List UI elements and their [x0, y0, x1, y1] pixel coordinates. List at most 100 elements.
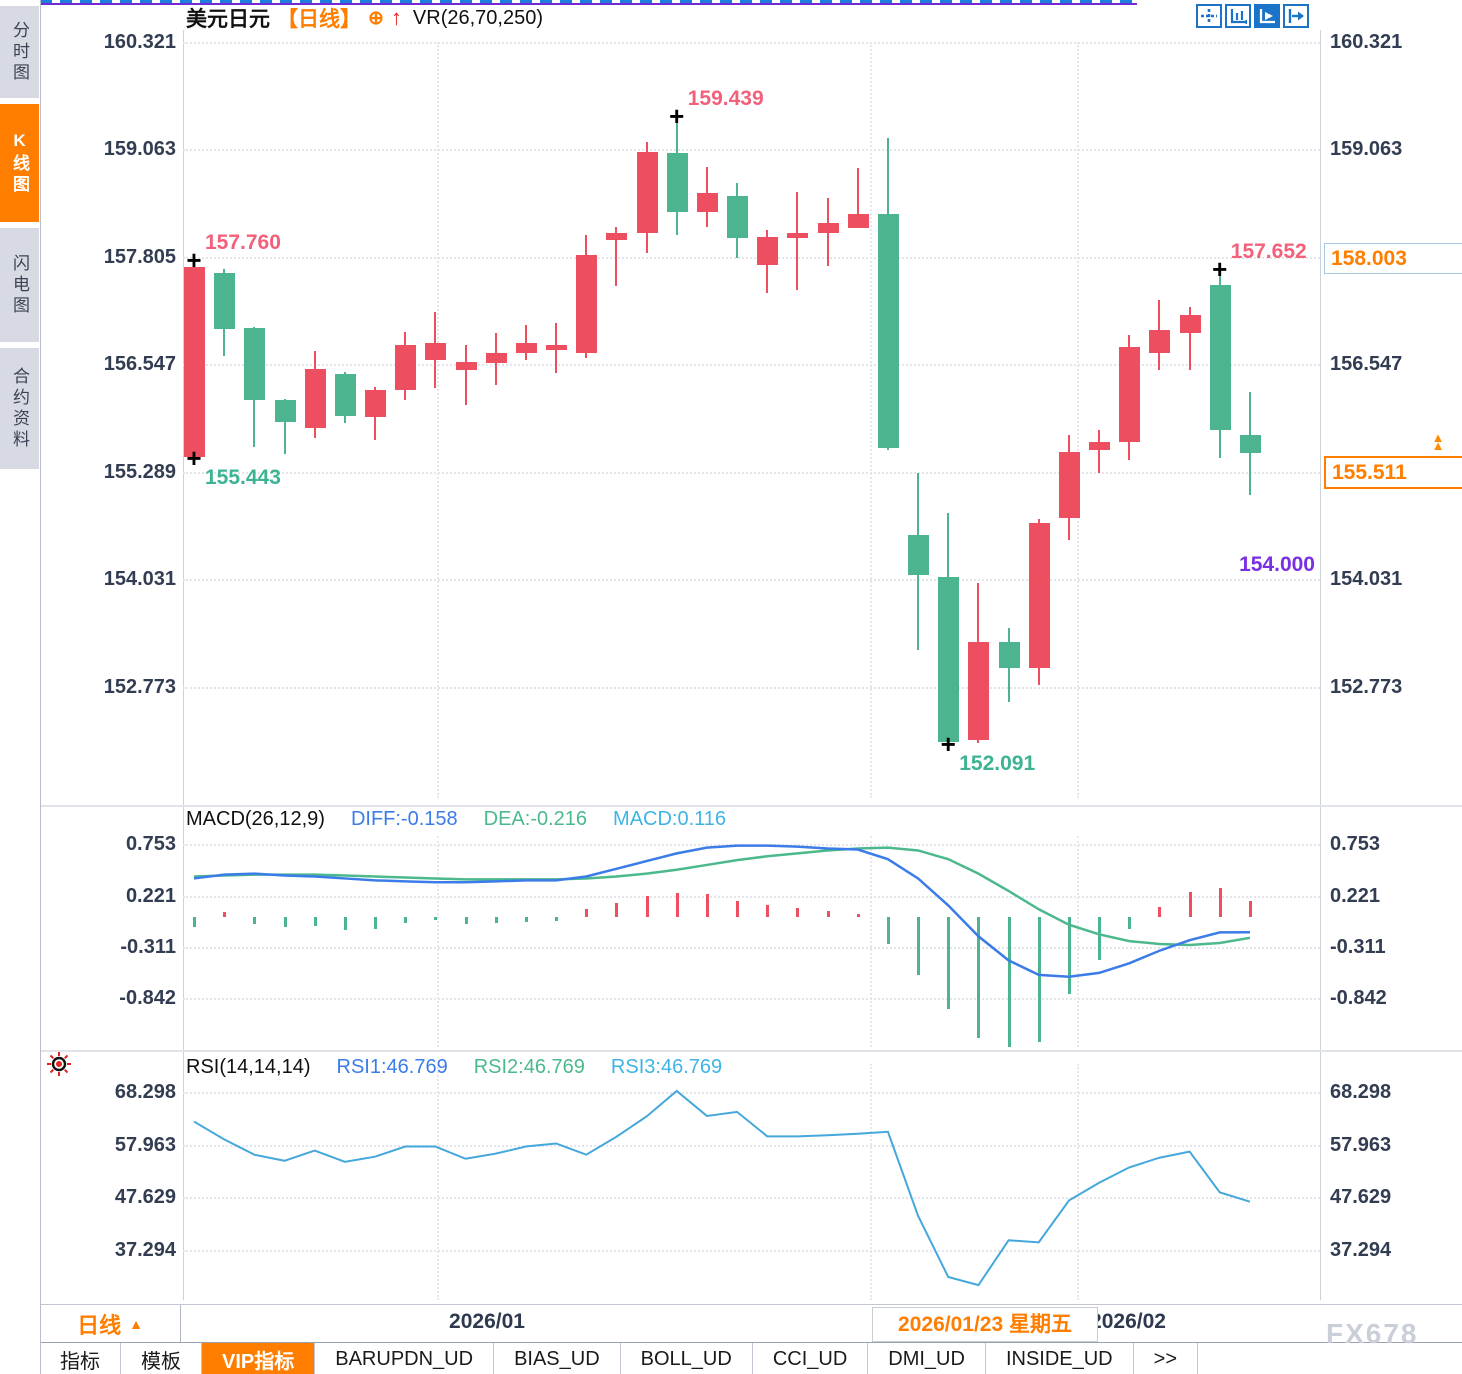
main-vertical-gridline [870, 42, 872, 798]
macd-histogram-bar [1128, 917, 1132, 929]
candle-body [515, 342, 537, 354]
rsi-axis-label-left: 47.629 [114, 1186, 176, 1209]
rsi-vertical-gridline [870, 1064, 872, 1300]
sidebar-tab-2[interactable]: K线图 [0, 104, 39, 222]
candle-body [214, 272, 236, 330]
macd-histogram-bar [1067, 917, 1071, 995]
bottom-tab-dmiud[interactable]: DMI_UD [868, 1343, 986, 1374]
main-gridline [183, 471, 1320, 474]
rsi-readout: RSI3:46.769 [610, 1056, 723, 1078]
macd-histogram-bar [223, 912, 227, 917]
rsi-axis-label-right: 57.963 [1330, 1133, 1392, 1156]
rsi-axis-label-left: 57.963 [114, 1133, 176, 1156]
macd-histogram-bar [1158, 907, 1162, 917]
candle-body [365, 389, 387, 418]
swing-plus-marker: + [940, 729, 956, 760]
macd-histogram-bar [1218, 888, 1222, 917]
candle-wick [524, 324, 527, 360]
macd-histogram-bar [705, 893, 709, 917]
macd-vertical-gridline [437, 836, 439, 1047]
candle-wick [464, 345, 467, 406]
main-gridline [183, 364, 1320, 367]
bottom-tab-[interactable]: 指标 [40, 1343, 121, 1374]
rsi-lines-layer [193, 1089, 1251, 1287]
macd-axis-label-right: 0.221 [1330, 884, 1381, 907]
macd-histogram-bar [1188, 891, 1192, 917]
bottom-tab-bollud[interactable]: BOLL_UD [621, 1343, 753, 1374]
candle-wick [1188, 306, 1191, 371]
candle-body [304, 368, 326, 429]
plot-left-border [183, 30, 184, 1300]
symbol-title: 美元日元 [186, 8, 270, 31]
circle-plus-icon[interactable]: ⊕ [368, 7, 384, 29]
period-selector-label: 日线 [77, 1312, 122, 1338]
swing-plus-marker: + [1212, 254, 1228, 285]
swing-price-label: 157.652 [1230, 240, 1307, 264]
price-line-label: 154.000 [1239, 553, 1315, 577]
macd-histogram-bar [856, 914, 860, 917]
chart-header: 美元日元 【日线】 ⊕ ↑ VR(26,70,250) [186, 3, 543, 33]
candle-wick [796, 191, 799, 290]
bottom-tab-[interactable]: 模板 [121, 1343, 202, 1374]
crosshair-tool-icon[interactable] [1196, 4, 1222, 28]
sidebar-tab-1[interactable]: 分时图 [0, 6, 39, 98]
candle-body [877, 213, 899, 448]
rsi-gridline [183, 1250, 1320, 1252]
main-gridline [183, 149, 1320, 152]
swing-plus-marker: + [186, 244, 202, 275]
macd-title: MACD(26,12,9) [186, 808, 325, 830]
macd-histogram-bar [494, 917, 498, 923]
swing-price-label: 159.439 [687, 87, 764, 111]
candle-body [666, 153, 688, 213]
candle-body [1209, 284, 1231, 430]
sidebar-tab-3[interactable]: 闪电图 [0, 228, 39, 342]
horizontal-price-line [0, 3, 1137, 5]
price-axis-label-left: 155.289 [103, 460, 176, 483]
bottom-tab-[interactable]: >> [1134, 1343, 1198, 1374]
macd-histogram-bar [434, 917, 438, 920]
price-axis-label-right: 154.031 [1330, 568, 1403, 591]
bottom-tab-insideud[interactable]: INSIDE_UD [986, 1343, 1134, 1374]
main-gridline [183, 42, 1320, 44]
macd-gridline [183, 998, 1320, 1001]
panel-separator [40, 1050, 1462, 1052]
candle-body [908, 535, 930, 576]
macd-axis-label-left: 0.221 [125, 884, 176, 907]
candle-wick [1098, 430, 1101, 473]
alert-sun-icon[interactable] [45, 1050, 73, 1083]
main-gridline [183, 256, 1320, 259]
macd-histogram-bar [555, 917, 559, 921]
bottom-tab-cciud[interactable]: CCI_UD [753, 1343, 869, 1374]
candle-body [546, 345, 568, 350]
axis-range-tool-icon[interactable] [1225, 4, 1251, 28]
timeline-date-february: 2026/02 [1090, 1310, 1166, 1333]
candle-body [727, 195, 749, 238]
macd-lines-layer [193, 844, 1251, 979]
macd-histogram-bar [1037, 917, 1041, 1043]
candle-body [1239, 435, 1261, 454]
pan-right-tool-icon[interactable] [1283, 4, 1309, 28]
bottom-tab-vip[interactable]: VIP指标 [202, 1343, 316, 1374]
rsi-vertical-gridline [1077, 1064, 1079, 1300]
macd-histogram-bar [766, 905, 770, 917]
candle-wick [856, 167, 859, 229]
candle-body [244, 328, 266, 401]
rsi-axis-label-right: 47.629 [1330, 1186, 1392, 1209]
macd-histogram-bar [675, 892, 679, 917]
macd-axis-label-left: -0.842 [119, 987, 176, 1010]
indicator-tab-bar: 指标 模板 VIP指标 BARUPDN_UD BIAS_UD BOLL_UD CCI_UD D… [40, 1342, 1462, 1374]
bottom-tab-barupdnud[interactable]: BARUPDN_UD [315, 1343, 495, 1374]
last-price-dashed-line [0, 0, 1137, 3]
rsi-axis-label-right: 68.298 [1330, 1081, 1392, 1103]
axis-play-tool-icon[interactable] [1254, 4, 1280, 28]
swing-price-label: 152.091 [959, 752, 1036, 776]
sidebar-tab-4[interactable]: 合约资料 [0, 348, 39, 469]
candle-body [1179, 314, 1201, 333]
macd-readout: DIFF:-0.158 [350, 808, 458, 830]
period-selector-button[interactable]: 日线 ▲ [40, 1305, 181, 1343]
bottom-tab-biasud[interactable]: BIAS_UD [494, 1343, 621, 1374]
candle-body [425, 342, 447, 360]
macd-axis-label-right: -0.311 [1330, 935, 1386, 958]
